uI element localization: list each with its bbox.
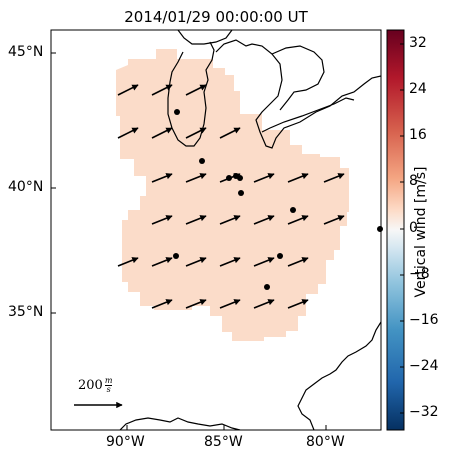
- lon-label: 90°W: [106, 434, 145, 450]
- wind-arrow: [323, 173, 345, 183]
- wind-arrow: [219, 257, 241, 267]
- colorbar-tick-label: 24: [409, 81, 427, 97]
- station-marker: [237, 175, 243, 181]
- wind-arrow: [287, 173, 309, 183]
- wind-arrow: [323, 215, 345, 225]
- station-marker: [277, 253, 283, 259]
- station-marker: [199, 158, 205, 164]
- map-frame: [50, 29, 382, 431]
- wind-arrow: [219, 299, 241, 309]
- wind-arrow: [151, 84, 173, 96]
- wind-arrow: [117, 257, 139, 267]
- plot-title: 2014/01/29 00:00:00 UT: [124, 8, 308, 26]
- wind-arrow: [287, 215, 309, 225]
- axis-ticks: [51, 52, 327, 430]
- gulf-coast-shore: [119, 417, 241, 430]
- station-marker: [174, 109, 180, 115]
- wind-arrow: [117, 127, 139, 139]
- coastlines: [119, 30, 381, 430]
- wind-arrow: [219, 215, 241, 225]
- colorbar-tick-label: −8: [409, 266, 430, 282]
- station-marker: [173, 253, 179, 259]
- wind-arrow: [151, 127, 173, 139]
- colorbar-tick-label: 0: [409, 220, 418, 236]
- lon-label: 80°W: [306, 434, 345, 450]
- wind-arrow: [151, 257, 173, 267]
- colorbar-tick-label: 8: [409, 173, 418, 189]
- wind-arrow: [287, 257, 309, 267]
- lake-michigan-outline: [167, 41, 215, 147]
- colorbar-tick-label: −24: [409, 358, 439, 374]
- reference-arrow-value: 200: [78, 378, 103, 393]
- lat-label: 40°N: [8, 179, 44, 195]
- colorbar: [386, 29, 405, 431]
- lon-label: 85°W: [204, 434, 243, 450]
- wind-arrow: [185, 215, 207, 225]
- field-region: [116, 49, 349, 341]
- colorbar-tick-label: −32: [409, 404, 439, 420]
- colorbar-tick-label: 32: [409, 35, 427, 51]
- colorbar-tick-label: −16: [409, 312, 439, 328]
- wind-arrow: [185, 257, 207, 267]
- east-coast-shore: [297, 321, 381, 430]
- wind-arrow: [151, 215, 173, 225]
- station-marker: [226, 175, 232, 181]
- station-marker: [290, 207, 296, 213]
- wind-arrow: [253, 299, 275, 309]
- wind-arrow: [185, 127, 207, 139]
- lat-label: 45°N: [8, 44, 44, 60]
- station-marker: [238, 190, 244, 196]
- wind-arrow: [287, 299, 309, 309]
- lake-erie-outline: [261, 97, 355, 133]
- wind-arrow: [253, 215, 275, 225]
- wind-arrow: [151, 299, 173, 309]
- stations: [173, 109, 383, 290]
- station-marker: [377, 226, 383, 232]
- wind-arrow: [253, 173, 275, 183]
- lat-label: 35°N: [8, 304, 44, 320]
- colorbar-label: Vertical wind [m/s]: [413, 166, 429, 298]
- colorbar-tick-label: 16: [409, 127, 427, 143]
- colorbar-ticks: [400, 43, 404, 414]
- vertical-wind-field: [116, 49, 349, 341]
- wind-arrow: [185, 84, 207, 96]
- reference-arrow-label: 200 m s: [78, 376, 113, 394]
- wind-arrow: [253, 257, 275, 267]
- wind-arrow: [185, 299, 207, 309]
- wind-arrow: [185, 173, 207, 183]
- lake-huron-outline: [215, 39, 381, 149]
- wind-vectors: [117, 84, 345, 309]
- wind-arrow: [151, 173, 173, 183]
- wind-arrow: [219, 127, 241, 139]
- lake-superior-shore: [177, 30, 233, 45]
- wind-arrow: [117, 84, 139, 96]
- georgian-bay-shore: [271, 45, 325, 111]
- station-marker: [264, 284, 270, 290]
